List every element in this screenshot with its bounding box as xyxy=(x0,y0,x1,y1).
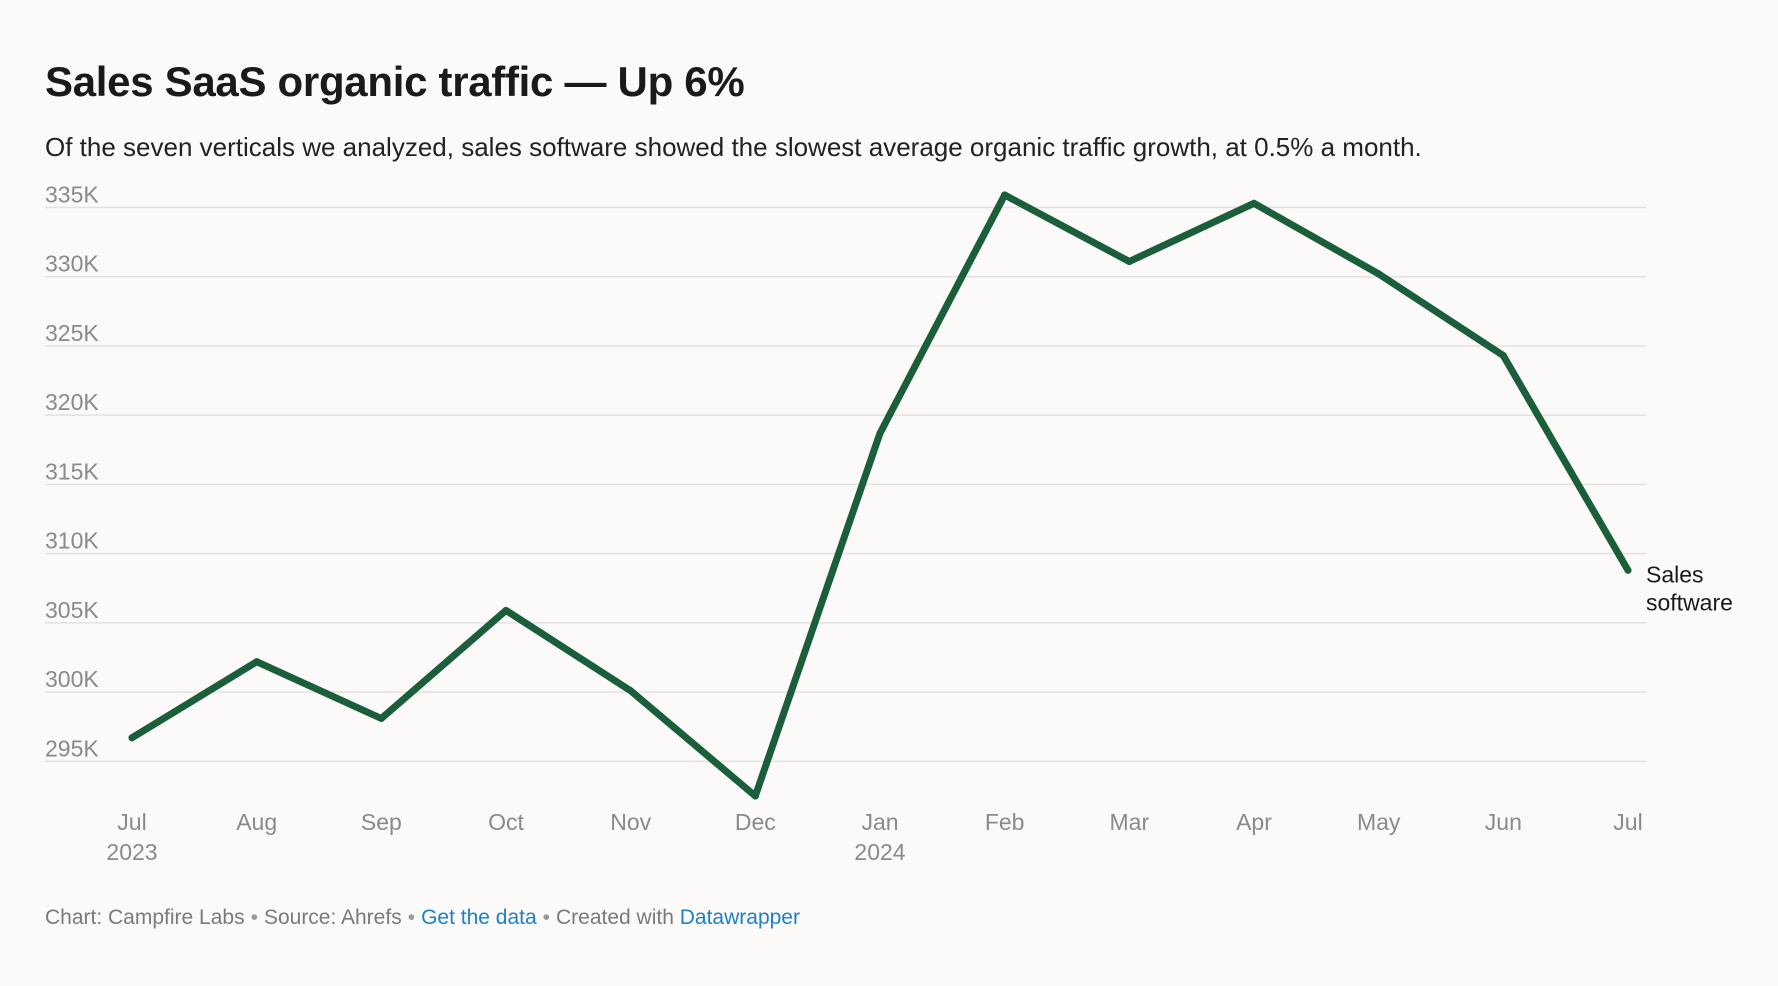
footer-separator: • xyxy=(407,906,416,929)
x-tick-label: Apr xyxy=(1236,809,1272,835)
series-label-line: Sales xyxy=(1646,561,1704,587)
x-year-label: 2024 xyxy=(854,839,905,865)
x-tick-label: Nov xyxy=(610,809,651,835)
y-tick-label: 300K xyxy=(45,666,99,692)
series-labels: Sales software xyxy=(1646,561,1733,615)
x-tick-label: May xyxy=(1357,809,1401,835)
data-point xyxy=(128,734,136,742)
data-point xyxy=(502,606,510,614)
x-tick-label: Oct xyxy=(488,809,524,835)
data-point xyxy=(1250,199,1258,207)
y-tick-label: 330K xyxy=(45,251,99,277)
data-point xyxy=(751,792,759,800)
series-line xyxy=(128,191,1632,800)
x-tick-label: Sep xyxy=(361,809,402,835)
data-point xyxy=(627,687,635,695)
y-axis-ticks: 295K 300K 305K 310K 315K 320K 325K 330K 335K xyxy=(45,181,99,761)
y-tick-label: 295K xyxy=(45,735,99,761)
chart-credit: Chart: Campfire Labs xyxy=(45,906,245,929)
data-point xyxy=(1375,270,1383,278)
footer-separator: • xyxy=(542,906,551,929)
x-tick-label: Jul xyxy=(1613,809,1642,835)
y-tick-label: 335K xyxy=(45,181,99,207)
y-tick-label: 305K xyxy=(45,597,99,623)
y-tick-label: 310K xyxy=(45,528,99,554)
y-tick-label: 315K xyxy=(45,458,99,484)
get-data-link[interactable]: Get the data xyxy=(421,906,537,929)
x-tick-label: Jul xyxy=(117,809,146,835)
x-tick-label: Feb xyxy=(985,809,1025,835)
data-point xyxy=(876,429,884,437)
footer-separator: • xyxy=(250,906,258,929)
data-point xyxy=(377,714,385,722)
y-tick-label: 320K xyxy=(45,389,99,415)
created-with-text: Created with xyxy=(556,906,674,929)
x-tick-label: Dec xyxy=(735,809,776,835)
data-point xyxy=(253,658,261,666)
series-layer xyxy=(128,191,1632,800)
x-tick-label: Mar xyxy=(1110,809,1150,835)
x-year-label: 2023 xyxy=(106,839,157,865)
source-text: Source: Ahrefs xyxy=(263,906,402,929)
x-axis-ticks: Jul 2023 Aug Sep Oct Nov Dec Jan 2024 Feb Mar Apr Ma… xyxy=(106,809,1642,865)
x-tick-label: Aug xyxy=(236,809,277,835)
chart-footer: Chart: Campfire Labs • Source: Ahrefs • Get … xyxy=(45,906,800,930)
x-tick-label: Jan xyxy=(861,809,898,835)
series-label: Sales software xyxy=(1646,561,1733,615)
datawrapper-link[interactable]: Datawrapper xyxy=(679,906,800,929)
chart-subtitle: Of the seven verticals we analyzed, sale… xyxy=(45,132,1422,162)
x-tick-label: Jun xyxy=(1485,809,1522,835)
y-tick-label: 325K xyxy=(45,320,99,346)
series-label-line: software xyxy=(1646,589,1733,615)
data-point xyxy=(1001,191,1009,199)
data-point xyxy=(1125,257,1133,265)
data-point xyxy=(1624,566,1632,574)
line-chart: 295K 300K 305K 310K 315K 320K 325K 330K 335K Jul… xyxy=(45,181,1733,865)
data-point xyxy=(1499,352,1507,360)
chart-title: Sales SaaS organic traffic — Up 6% xyxy=(45,58,745,105)
